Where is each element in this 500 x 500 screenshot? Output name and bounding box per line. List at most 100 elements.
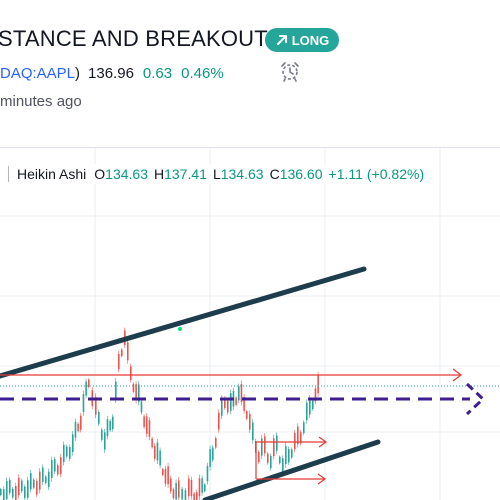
candle-body xyxy=(54,459,56,472)
candle-body xyxy=(112,416,114,430)
idea-header: STANCE AND BREAKOUT LONG DAQ:AAPL ) 136.… xyxy=(0,0,500,150)
symbol-paren: ) xyxy=(75,64,81,82)
candle-body xyxy=(148,420,151,437)
symbol-link[interactable]: DAQ:AAPL xyxy=(0,64,76,82)
candle-body xyxy=(218,412,220,430)
candle-body xyxy=(172,489,175,499)
candle-body xyxy=(130,366,132,380)
candle-body xyxy=(258,452,260,463)
candle-body xyxy=(85,381,87,396)
candle-body xyxy=(300,432,302,444)
candle-body xyxy=(206,465,209,482)
candle-body xyxy=(303,422,305,434)
candle-body xyxy=(51,460,53,478)
price-change-percent: 0.46% xyxy=(181,64,224,82)
candle-body xyxy=(285,446,287,465)
candle-body xyxy=(162,469,164,476)
candle-body xyxy=(282,458,284,473)
candle-body xyxy=(36,481,38,495)
breakout-dashed-line[interactable] xyxy=(0,382,486,416)
candle-body xyxy=(12,488,14,498)
candle-body xyxy=(138,384,140,402)
legend-change: +1.11 xyxy=(328,166,363,182)
candle-body xyxy=(297,426,299,445)
candle-body xyxy=(57,465,59,475)
candle-body xyxy=(104,432,106,450)
candle-body xyxy=(154,445,156,459)
candle-body xyxy=(132,383,135,392)
candle-body xyxy=(221,398,223,416)
candle-body xyxy=(317,375,319,394)
candle-body xyxy=(115,381,117,400)
candle-body xyxy=(33,479,35,488)
candle-body xyxy=(63,444,65,462)
candle-body xyxy=(252,422,254,441)
published-time: minutes ago xyxy=(0,93,82,110)
candle-body xyxy=(69,447,71,459)
candle-body xyxy=(314,388,317,402)
candle-body xyxy=(193,493,195,500)
candle-body xyxy=(181,488,183,500)
candle-body xyxy=(306,402,308,421)
lower-trendline[interactable] xyxy=(202,439,381,500)
candle-body xyxy=(276,435,278,451)
candle-body xyxy=(190,480,193,497)
high-key: H xyxy=(153,166,165,182)
candle-body xyxy=(27,480,29,498)
candle-body xyxy=(159,450,161,466)
arrow-up-right-icon xyxy=(276,35,287,45)
candle-body xyxy=(66,446,68,457)
candle-body xyxy=(24,486,26,498)
candle-body xyxy=(60,457,62,475)
candle-body xyxy=(164,468,167,484)
candle-body xyxy=(146,416,148,434)
candle-body xyxy=(188,478,190,497)
chart-type-label[interactable]: Heikin Ashi xyxy=(17,166,87,182)
candle-body xyxy=(212,447,214,460)
grid xyxy=(0,148,500,500)
open-key: O xyxy=(94,166,106,182)
candle-body xyxy=(156,442,159,461)
chart-area[interactable]: Heikin Ashi O 134.63 H 137.41 L 134.63 C… xyxy=(0,148,500,500)
alarm-clock-icon[interactable] xyxy=(279,60,301,82)
candle-body xyxy=(106,419,109,437)
candle-body xyxy=(288,449,290,463)
candle-body xyxy=(261,438,263,456)
long-badge[interactable]: LONG xyxy=(265,28,339,52)
signal-dot xyxy=(178,327,182,331)
long-badge-label: LONG xyxy=(291,32,330,48)
candle-body xyxy=(215,438,217,448)
candle-body xyxy=(39,471,41,490)
candle-body xyxy=(121,349,123,357)
price-chart[interactable] xyxy=(0,148,500,500)
candle-body xyxy=(227,400,229,413)
legend-change-percent: (+0.82%) xyxy=(366,166,425,182)
resistance-arrow[interactable] xyxy=(0,368,462,382)
range-arrows[interactable] xyxy=(255,436,328,485)
candle-body xyxy=(312,400,314,410)
upper-trendline[interactable] xyxy=(0,266,367,379)
candle-body xyxy=(109,421,111,431)
low-key: L xyxy=(212,166,221,182)
candle-body xyxy=(72,434,74,453)
candle-body xyxy=(175,482,177,500)
candle-body xyxy=(3,489,5,500)
candle-body xyxy=(279,456,281,464)
candle-body xyxy=(230,393,232,411)
candle-body xyxy=(82,394,85,413)
candle-body xyxy=(249,413,251,430)
candle-body xyxy=(243,396,245,411)
candle-body xyxy=(167,466,169,485)
candle-body xyxy=(198,478,201,497)
candle-body xyxy=(224,398,226,408)
candle-body xyxy=(30,473,32,490)
candle-body xyxy=(240,384,243,403)
candle-body xyxy=(238,386,240,401)
candle-body xyxy=(15,486,17,500)
candle-body xyxy=(309,398,311,415)
candle-body xyxy=(184,490,187,500)
close-key: C xyxy=(269,166,280,182)
candle-body xyxy=(118,353,120,370)
low-value: 134.63 xyxy=(220,166,264,182)
candle-body xyxy=(45,476,47,484)
